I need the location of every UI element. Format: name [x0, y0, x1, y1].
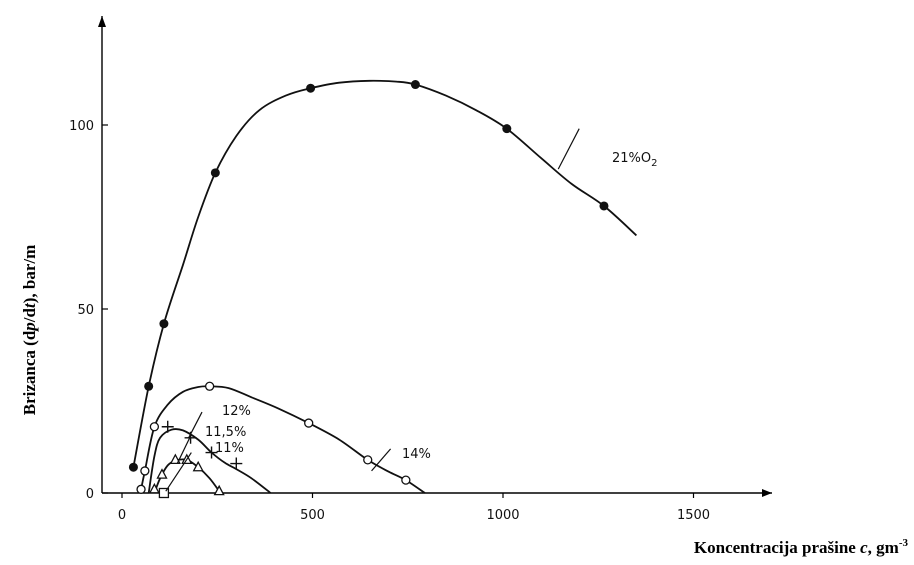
series-label-4: 11% [215, 441, 244, 456]
x-tick-label: 1000 [486, 508, 519, 523]
y-tick-label: 50 [77, 303, 94, 318]
leader-line-3 [176, 435, 192, 464]
data-point-1-6 [401, 475, 411, 485]
series-line-2 [147, 428, 272, 494]
data-point-4-0 [158, 487, 170, 499]
data-point-3-1 [156, 468, 168, 479]
data-point-1-4 [304, 418, 314, 428]
data-point-3-4 [192, 460, 204, 472]
x-tick-label: 0 [118, 508, 126, 523]
series-labels: 21%O2 14% 12% 11,5%11% [165, 128, 658, 492]
data-point-0-7 [599, 201, 609, 211]
y-tick-label: 0 [86, 487, 94, 502]
series-group [132, 79, 638, 494]
data-point-0-2 [159, 319, 169, 329]
markers-group [128, 80, 609, 499]
x-tick-label: 1500 [677, 508, 710, 523]
data-point-2-0 [161, 420, 174, 433]
data-point-2-3 [230, 457, 243, 470]
data-point-0-4 [306, 83, 316, 93]
ticks: 0 500 1000 1500 0 50 100 [69, 119, 710, 523]
data-point-1-0 [136, 484, 146, 494]
series-line-0 [132, 79, 638, 468]
series-label-0: 21%O2 [612, 151, 658, 169]
data-point-3-0 [148, 482, 160, 494]
data-point-0-0 [128, 462, 138, 472]
series-line-1 [140, 385, 426, 494]
data-point-3-2 [169, 453, 181, 465]
series-label-1: 14% [402, 447, 431, 462]
x-axis-label: Koncentracija prašine c, gm-3 [694, 537, 909, 557]
data-point-1-2 [149, 422, 160, 432]
data-point-2-2 [205, 446, 218, 459]
y-axis-arrow [98, 16, 106, 27]
y-axis-label: Brizanca (dp/dt), bar/m [20, 245, 39, 416]
data-point-0-3 [210, 168, 220, 178]
data-point-3-5 [213, 484, 225, 496]
leader-line-2 [188, 411, 203, 439]
series-label-3: 11,5% [205, 425, 246, 440]
series-label-2: 12% [222, 404, 251, 419]
leader-line-1 [371, 448, 392, 472]
data-point-0-1 [144, 381, 154, 391]
x-axis-arrow [762, 489, 772, 497]
leader-line-0 [557, 128, 580, 170]
x-tick-label: 500 [300, 508, 325, 523]
leader-line-4 [165, 452, 192, 492]
y-tick-label: 100 [69, 119, 94, 134]
data-point-0-6 [502, 124, 512, 134]
data-point-1-1 [140, 466, 150, 476]
axes [98, 16, 772, 497]
data-point-1-5 [363, 455, 373, 465]
data-point-1-3 [204, 381, 215, 391]
data-point-0-5 [410, 80, 420, 90]
